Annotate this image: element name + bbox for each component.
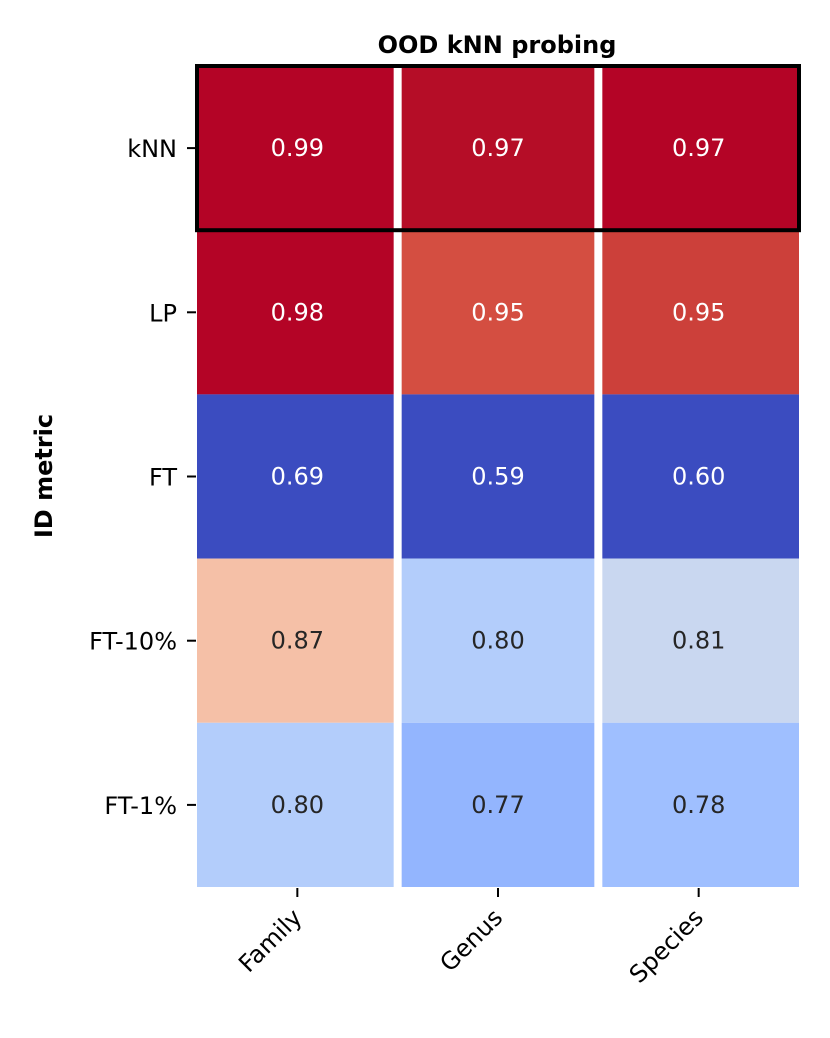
heatmap-cell xyxy=(197,558,398,723)
cell-value-label: 0.78 xyxy=(672,791,725,819)
cell-value-label: 0.87 xyxy=(271,627,324,655)
x-tick-label: Species xyxy=(624,903,709,988)
heatmap-cells xyxy=(197,66,799,887)
y-tick-label: FT-1% xyxy=(104,792,177,820)
heatmap-cell xyxy=(397,66,599,231)
heatmap-cell xyxy=(397,722,599,887)
cell-value-label: 0.80 xyxy=(271,791,324,819)
heatmap-cell xyxy=(197,722,398,887)
heatmap-cell xyxy=(197,394,398,559)
column-separators xyxy=(393,66,603,887)
cell-value-label: 0.59 xyxy=(471,463,524,491)
y-tick-label: kNN xyxy=(127,135,177,163)
cell-value-label: 0.69 xyxy=(271,463,324,491)
cell-value-labels: 0.99 0.97 0.97 0.98 0.95 0.95 0.69 0.59 0.60 0.87… xyxy=(271,134,726,819)
cell-value-label: 0.99 xyxy=(271,134,324,162)
cell-value-label: 0.98 xyxy=(271,298,324,326)
heatmap-cell xyxy=(598,558,799,723)
x-tick-label: Genus xyxy=(434,903,508,977)
y-axis-label: ID metric xyxy=(30,414,58,538)
x-tick-label: Family xyxy=(233,903,307,977)
x-axis-ticks: Family Genus Species xyxy=(233,888,709,989)
cell-value-label: 0.95 xyxy=(471,298,524,326)
heatmap-cell xyxy=(598,394,799,559)
y-tick-label: FT-10% xyxy=(89,628,177,656)
cell-value-label: 0.80 xyxy=(471,627,524,655)
y-axis-ticks: kNN LP FT FT-10% FT-1% xyxy=(89,135,196,820)
chart-title: OOD kNN probing xyxy=(378,31,617,59)
cell-value-label: 0.95 xyxy=(672,298,725,326)
cell-value-label: 0.77 xyxy=(471,791,524,819)
heatmap-cell xyxy=(397,230,599,395)
cell-value-label: 0.60 xyxy=(672,463,725,491)
highlight-box xyxy=(195,64,801,233)
heatmap-cell xyxy=(598,66,799,231)
y-tick-label: FT xyxy=(149,464,177,492)
heatmap-cell xyxy=(598,722,799,887)
y-tick-label: LP xyxy=(149,299,177,327)
cell-value-label: 0.97 xyxy=(471,134,524,162)
highlight-box-layer xyxy=(195,64,801,233)
heatmap-cell xyxy=(598,230,799,395)
heatmap-cell xyxy=(197,66,398,231)
heatmap-cell xyxy=(397,558,599,723)
heatmap-cell xyxy=(197,230,398,395)
cell-value-label: 0.97 xyxy=(672,134,725,162)
heatmap-cell xyxy=(397,394,599,559)
cell-value-label: 0.81 xyxy=(672,627,725,655)
